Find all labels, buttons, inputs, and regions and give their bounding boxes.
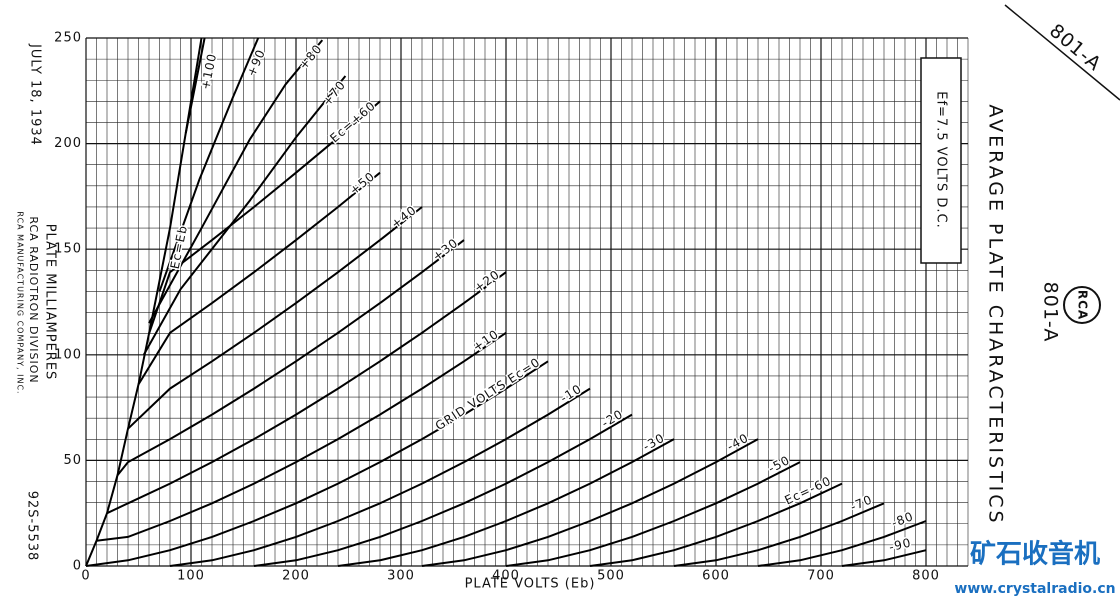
y-tick-label: 0	[73, 559, 82, 574]
note-box	[920, 57, 962, 264]
curve	[589, 482, 843, 567]
corner-label: 801-A	[1045, 20, 1106, 76]
logo: RCA	[1076, 290, 1090, 320]
curve	[169, 387, 591, 567]
date: JULY 18, 1934	[28, 43, 43, 146]
curve	[85, 360, 549, 567]
x-tick-label: 500	[597, 569, 625, 584]
curve	[85, 37, 203, 567]
x-tick-label: 800	[912, 569, 940, 584]
watermark: 矿石收音机	[970, 539, 1100, 570]
x-tick-label: 600	[702, 569, 730, 584]
curve	[253, 413, 633, 567]
y-tick-label: 100	[54, 347, 82, 362]
curve	[337, 438, 675, 567]
drawing-number: 92S-5538	[25, 491, 40, 562]
tube-label: 801-A	[1040, 282, 1062, 343]
x-tick-label: 300	[387, 569, 415, 584]
curve	[673, 502, 885, 567]
chart-title: AVERAGE PLATE CHARACTERISTICS	[985, 104, 1007, 525]
x-tick-label: 400	[492, 569, 520, 584]
logo-ring	[1063, 286, 1101, 324]
watermark-url: www.crystalradio.cn	[954, 581, 1115, 597]
series-label: Ec=Eb	[168, 224, 190, 270]
curve	[127, 206, 423, 430]
series-label: +10	[470, 327, 501, 355]
note: Ef=7.5 VOLTS D.C.	[934, 91, 949, 229]
curve	[505, 461, 801, 567]
company: RCA MANUFACTURING COMPANY, INC.	[16, 211, 25, 394]
series-label: +50	[347, 169, 378, 198]
series-label: +80	[296, 42, 325, 73]
x-tick-label: 700	[807, 569, 835, 584]
y-tick-label: 250	[54, 31, 82, 46]
curves	[85, 37, 927, 567]
series-label: GRID VOLTS Ec=0	[433, 355, 543, 433]
series-label: -90	[888, 535, 913, 554]
x-axis-label: PLATE VOLTS (Eb)	[465, 577, 596, 592]
curve	[421, 438, 759, 567]
x-tick-label: 200	[282, 569, 310, 584]
corner-line	[1004, 4, 1120, 101]
series-label: +30	[430, 236, 461, 264]
x-tick-label: 0	[81, 569, 90, 584]
x-tick-label: 100	[177, 569, 205, 584]
curve	[137, 171, 381, 385]
curve	[116, 239, 465, 476]
curve	[841, 549, 927, 567]
curve	[106, 271, 507, 515]
maker: RCA RADIOTRON DIVISION	[27, 216, 40, 383]
series-label: +20	[471, 267, 502, 295]
series-label: Ec=+60	[327, 98, 378, 145]
curve	[142, 75, 347, 356]
curve	[757, 520, 927, 567]
series-label: +70	[320, 78, 349, 109]
curve	[184, 37, 206, 134]
series-label: -10	[558, 382, 585, 406]
curve	[96, 331, 507, 542]
curve	[158, 37, 260, 292]
curve	[148, 100, 381, 335]
y-tick-label: 200	[54, 136, 82, 151]
y-tick-label: 50	[63, 453, 82, 468]
y-axis-label: PLATE MILLIAMPERES	[43, 224, 58, 381]
y-tick-label: 150	[54, 242, 82, 257]
